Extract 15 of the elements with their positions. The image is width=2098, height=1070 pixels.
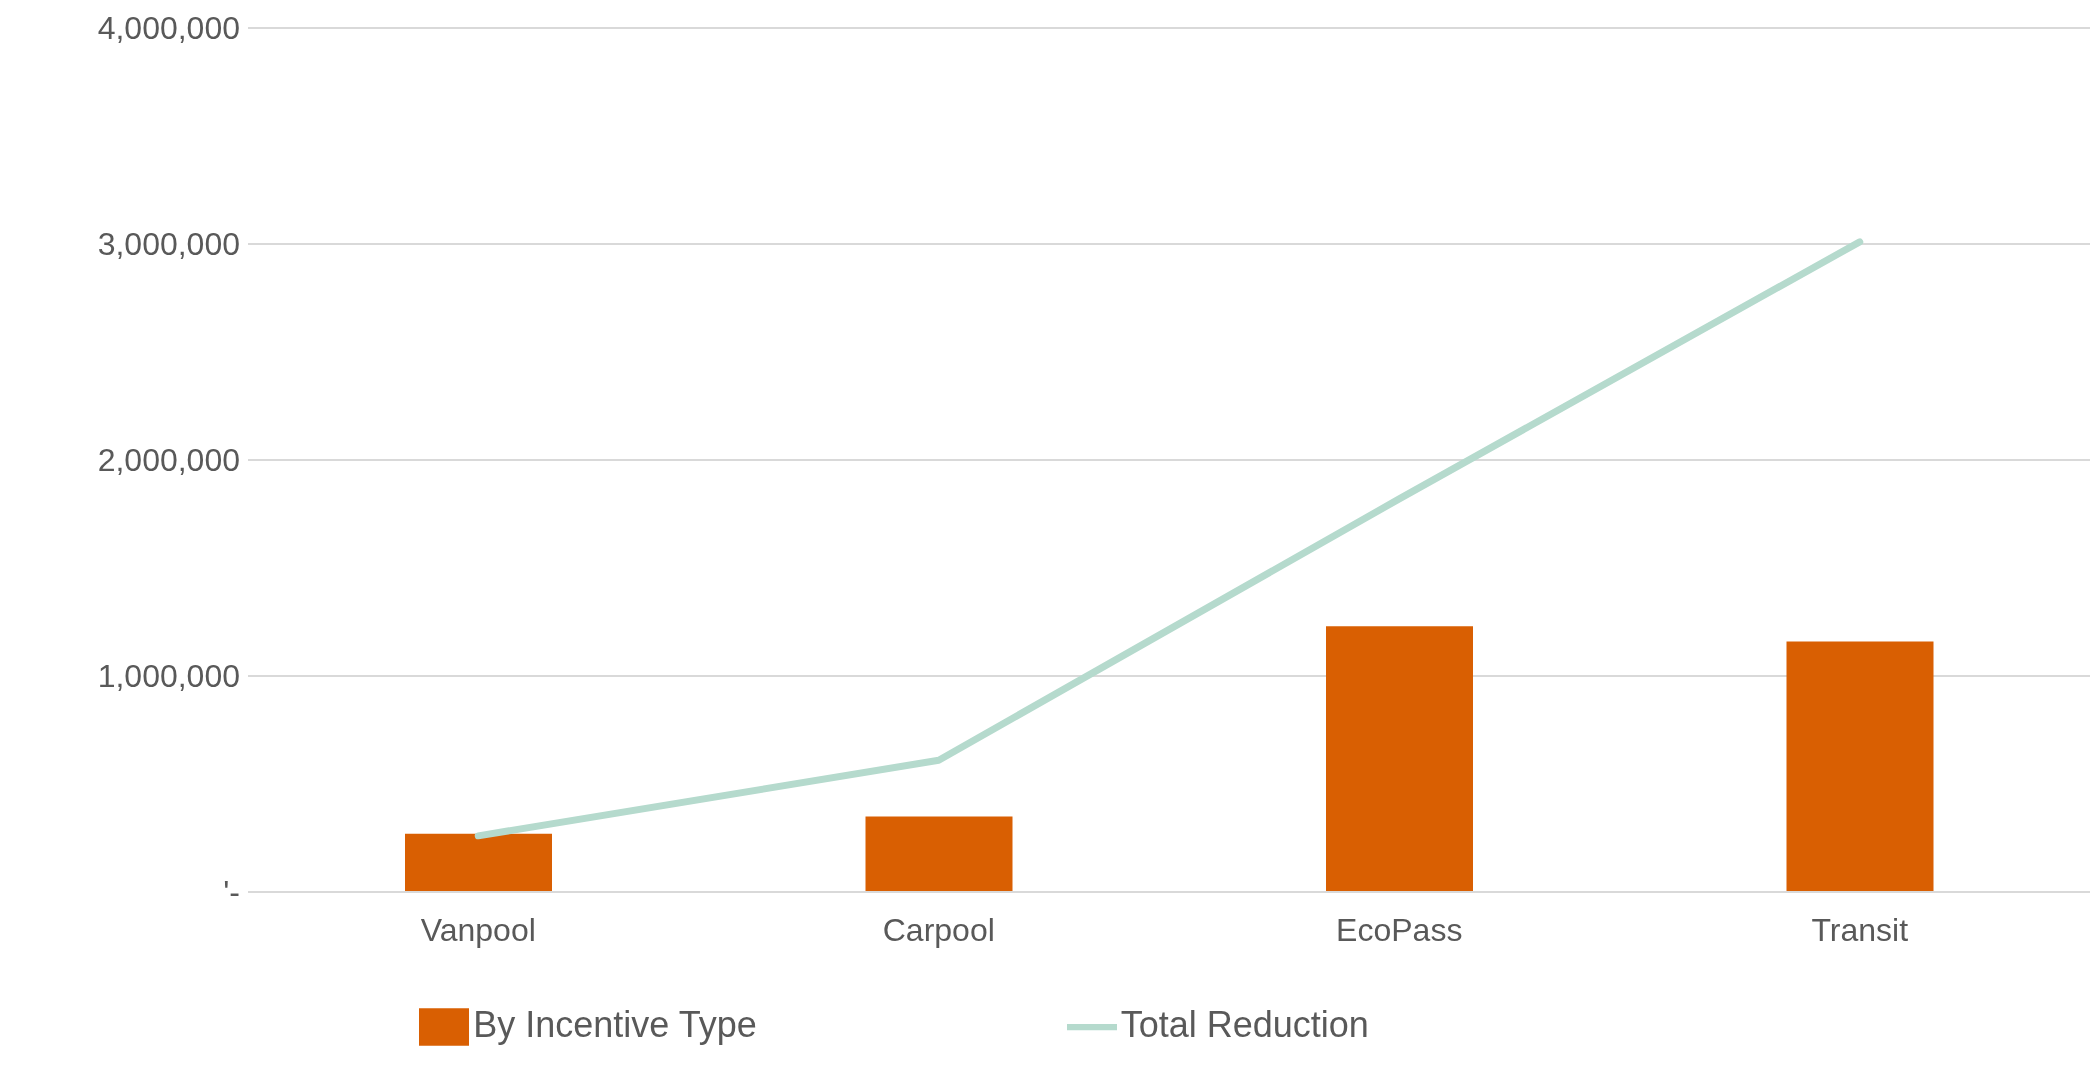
legend-label: By Incentive Type xyxy=(473,1003,757,1045)
y-tick-label: 3,000,000 xyxy=(97,226,240,263)
bar xyxy=(1786,641,1934,892)
legend-label: Total Reduction xyxy=(1120,1003,1369,1045)
y-tick-label: 4,000,000 xyxy=(97,10,240,47)
bar xyxy=(405,833,552,892)
x-tick-label: Vanpool xyxy=(420,911,536,948)
y-tick-label: '- xyxy=(223,874,240,911)
x-tick-label: EcoPass xyxy=(1336,911,1463,948)
x-tick-label: Transit xyxy=(1811,911,1909,948)
y-tick-label: 1,000,000 xyxy=(97,658,240,695)
y-tick-label: 2,000,000 xyxy=(97,442,240,479)
bar xyxy=(865,816,1013,892)
bar xyxy=(1326,626,1473,892)
x-tick-label: Carpool xyxy=(882,911,995,948)
